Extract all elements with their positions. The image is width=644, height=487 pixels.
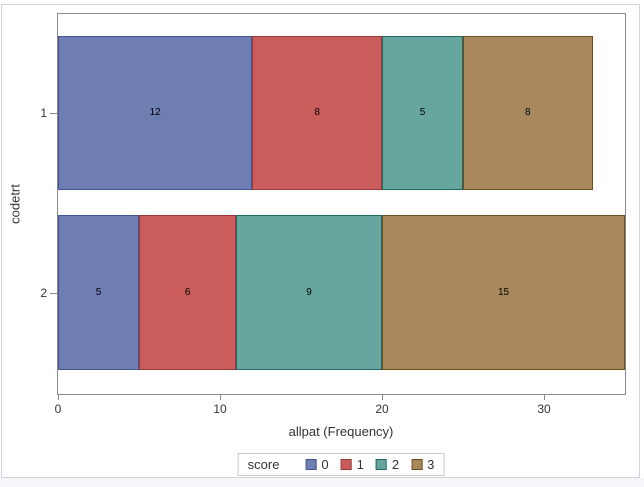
legend-swatch	[340, 459, 352, 470]
bar-segment-label: 5	[419, 107, 426, 118]
bar-segment: 5	[58, 215, 139, 370]
bar-segment-label: 9	[306, 286, 312, 298]
bar-segment: 12	[58, 36, 253, 190]
y-axis-title: codetrt	[7, 184, 23, 224]
legend: score 0 1 2 3	[237, 453, 445, 476]
legend-item: 2	[375, 457, 400, 472]
legend-entry-label: 3	[427, 457, 435, 472]
bar-segment-label: 8	[525, 107, 531, 118]
bar-segment-label: 8	[314, 107, 320, 118]
x-tick-label: 10	[213, 402, 227, 416]
x-axis-title: allpat (Frequency)	[288, 424, 394, 439]
bar-segment: 9	[236, 215, 382, 370]
y-tick-label: 2	[40, 285, 47, 300]
x-tick	[544, 395, 545, 400]
y-tick	[50, 113, 57, 114]
x-tick	[382, 395, 383, 400]
legend-item: 0	[305, 457, 329, 472]
y-tick	[50, 292, 57, 294]
bar-segment: 8	[463, 36, 593, 190]
x-tick	[220, 395, 221, 400]
bar-segment-label: 6	[184, 286, 191, 298]
bar-segment: 15	[382, 215, 625, 370]
bar-segment: 8	[252, 36, 382, 190]
x-tick	[58, 395, 59, 400]
y-tick-label: 1	[40, 106, 47, 120]
legend-item: 3	[411, 457, 434, 472]
x-tick-label: 20	[375, 402, 389, 416]
legend-entry-label: 2	[391, 457, 400, 472]
legend-title: score	[247, 457, 280, 472]
legend-swatch	[305, 459, 317, 470]
legend-entry-label: 1	[356, 457, 364, 472]
x-tick-label: 30	[537, 402, 551, 416]
bar-segment-label: 15	[497, 286, 510, 298]
bar-segment-label: 12	[149, 107, 161, 118]
legend-swatch	[411, 459, 423, 470]
bar-segment: 5	[382, 36, 463, 190]
legend-items: 0 1 2 3	[305, 457, 434, 472]
legend-entry-label: 0	[321, 457, 329, 472]
x-tick-label: 0	[54, 402, 62, 416]
page-background-strip	[0, 478, 644, 487]
legend-item: 1	[340, 457, 364, 472]
bar-segment-label: 5	[95, 286, 102, 298]
bar-segment: 6	[139, 215, 237, 370]
legend-swatch	[375, 459, 387, 470]
